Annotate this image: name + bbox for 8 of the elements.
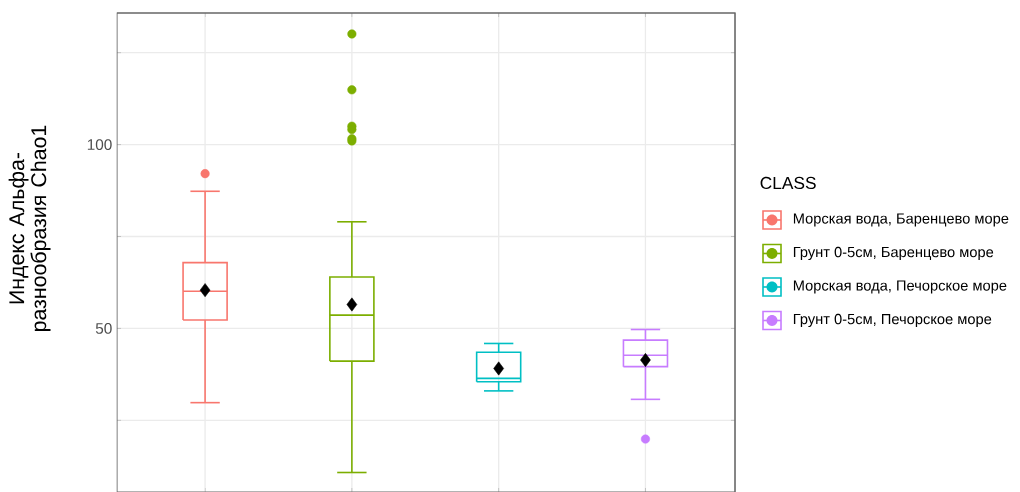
legend-label: Морская вода, Печорское море — [793, 280, 1007, 294]
legend-title: CLASS — [760, 176, 816, 190]
legend-label: Грунт 0-5см, Баренцево море — [793, 246, 994, 261]
y-axis-title: Индекс Альфа-разнообразия Chao1 — [8, 125, 51, 332]
legend-label: Морская вода, Баренцево море — [793, 213, 1009, 227]
y-tick-label: 50 — [95, 322, 112, 334]
legend-label: Грунт 0-5см, Печорское море — [793, 313, 992, 328]
y-tick-label: 100 — [87, 139, 112, 151]
